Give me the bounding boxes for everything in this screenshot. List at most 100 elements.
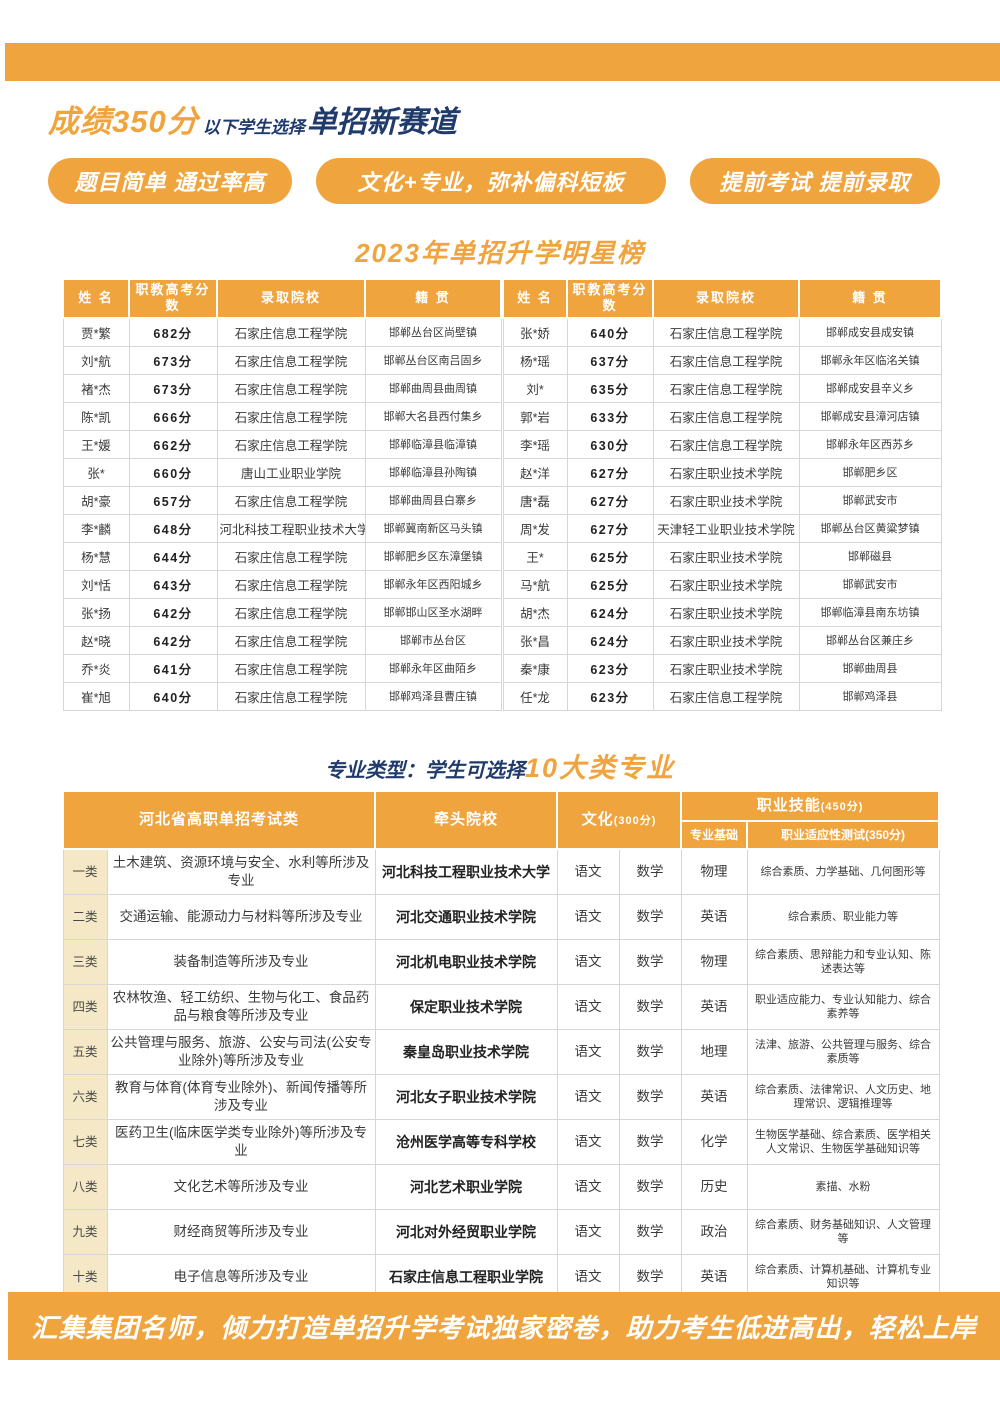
description-cell: 交通运输、能源动力与材料等所涉及专业 xyxy=(106,894,376,940)
chinese-cell: 语文 xyxy=(556,848,620,895)
category-cell: 八类 xyxy=(62,1164,108,1210)
col-school: 录取院校 xyxy=(216,278,366,319)
school-cell: 石家庄信息工程学院 xyxy=(216,401,366,431)
student-row: 张*扬 642分 石家庄信息工程学院 邯郸邯山区圣水湖畔 xyxy=(62,597,502,627)
score-cell: 642分 xyxy=(128,625,218,655)
student-name-cell: 秦*康 xyxy=(502,653,568,683)
student-name-cell: 李*瑶 xyxy=(502,429,568,459)
category-cell: 九类 xyxy=(62,1209,108,1255)
col-exam-class: 河北省高职单招考试类 xyxy=(61,790,377,850)
score-cell: 641分 xyxy=(128,653,218,683)
lead-school-cell: 沧州医学高等专科学校 xyxy=(374,1119,558,1165)
aptitude-test-cell: 法津、旅游、公共管理与服务、综合素质等 xyxy=(746,1029,940,1075)
score-cell: 625分 xyxy=(566,541,654,571)
math-cell: 数学 xyxy=(618,1029,682,1075)
major-category-row: 四类 农林牧渔、轻工纺织、生物与化工、食品药品与粮食等所涉及专业 保定职业技术学院语… xyxy=(62,984,940,1030)
student-name-cell: 李*麟 xyxy=(62,513,130,543)
score-cell: 640分 xyxy=(566,317,654,347)
origin-cell: 邯郸成安县辛义乡 xyxy=(798,373,942,403)
skill-score: (450分) xyxy=(820,801,864,813)
student-row: 杨*慧 644分 石家庄信息工程学院 邯郸肥乡区东漳堡镇 xyxy=(62,541,502,571)
major-category-row: 六类 教育与体育(体育专业除外)、新闻传播等所涉及专业 河北女子职业技术学院 语文 数学… xyxy=(62,1074,940,1120)
score-cell: 673分 xyxy=(128,373,218,403)
score-cell: 643分 xyxy=(128,569,218,599)
school-cell: 石家庄信息工程学院 xyxy=(216,317,366,347)
origin-cell: 邯郸临漳县孙陶镇 xyxy=(364,457,502,487)
origin-cell: 邯郸永年区临洺关镇 xyxy=(798,345,942,375)
score-cell: 637分 xyxy=(566,345,654,375)
origin-cell: 邯郸大名县西付集乡 xyxy=(364,401,502,431)
description-cell: 财经商贸等所涉及专业 xyxy=(106,1209,376,1255)
school-cell: 石家庄职业技术学院 xyxy=(652,625,800,655)
description-cell: 教育与体育(体育专业除外)、新闻传播等所涉及专业 xyxy=(106,1074,376,1120)
majors-header-row-1: 河北省高职单招考试类 牵头院校 文化(300分) 职业技能(450分) xyxy=(61,790,941,850)
description-cell: 土木建筑、资源环境与安全、水利等所涉及专业 xyxy=(106,848,376,895)
student-row: 崔*旭 640分 石家庄信息工程学院 邯郸鸡泽县曹庄镇 xyxy=(62,681,502,711)
school-cell: 石家庄信息工程学院 xyxy=(652,345,800,375)
basis-subject-cell: 政治 xyxy=(680,1209,748,1255)
student-name-cell: 赵*晓 xyxy=(62,625,130,655)
hero-score-text: 成绩350分 xyxy=(48,104,199,139)
student-name-cell: 胡*豪 xyxy=(62,485,130,515)
description-cell: 装备制造等所涉及专业 xyxy=(106,939,376,985)
chinese-cell: 语文 xyxy=(556,1074,620,1120)
chinese-cell: 语文 xyxy=(556,1164,620,1210)
major-category-row: 二类 交通运输、能源动力与材料等所涉及专业 河北交通职业技术学院 语文 数学 英语 综合素质… xyxy=(62,894,940,940)
score-cell: 660分 xyxy=(128,457,218,487)
origin-cell: 邯郸丛台区南吕固乡 xyxy=(364,345,502,375)
student-row: 马*航 625分 石家庄职业技术学院 邯郸武安市 xyxy=(502,569,942,599)
school-cell: 石家庄职业技术学院 xyxy=(652,653,800,683)
student-row: 张*娇 640分 石家庄信息工程学院 邯郸成安县成安镇 xyxy=(502,317,942,347)
category-cell: 六类 xyxy=(62,1074,108,1120)
origin-cell: 邯郸市丛台区 xyxy=(364,625,502,655)
student-row: 李*麟 648分 河北科技工程职业技术大学 邯郸冀南新区马头镇 xyxy=(62,513,502,543)
student-row: 刘*航 673分 石家庄信息工程学院 邯郸丛台区南吕固乡 xyxy=(62,345,502,375)
student-row: 张*昌 624分 石家庄职业技术学院 邯郸丛台区兼庄乡 xyxy=(502,625,942,655)
school-cell: 石家庄信息工程学院 xyxy=(216,429,366,459)
majors-header-row-2: 专业基础 职业适应性测试(350分) xyxy=(63,820,941,850)
score-cell: 642分 xyxy=(128,597,218,627)
student-name-cell: 张*扬 xyxy=(62,597,130,627)
student-row: 杨*瑶 637分 石家庄信息工程学院 邯郸永年区临洺关镇 xyxy=(502,345,942,375)
description-cell: 医药卫生(临床医学类专业除外)等所涉及专业 xyxy=(106,1119,376,1165)
score-cell: 657分 xyxy=(128,485,218,515)
chinese-cell: 语文 xyxy=(556,894,620,940)
student-row: 唐*磊 627分 石家庄职业技术学院 邯郸武安市 xyxy=(502,485,942,515)
student-name-cell: 王* xyxy=(502,541,568,571)
basis-subject-cell: 化学 xyxy=(680,1119,748,1165)
lead-school-cell: 保定职业技术学院 xyxy=(374,984,558,1030)
math-cell: 数学 xyxy=(618,1164,682,1210)
pill-easy-questions: 题目简单 通过率高 xyxy=(48,158,292,204)
school-cell: 石家庄信息工程学院 xyxy=(216,345,366,375)
student-name-cell: 马*航 xyxy=(502,569,568,599)
student-row: 任*龙 623分 石家庄信息工程学院 邯郸鸡泽县 xyxy=(502,681,942,711)
origin-cell: 邯郸临漳县南东坊镇 xyxy=(798,597,942,627)
aptitude-test-cell: 综合素质、财务基础知识、人文管理等 xyxy=(746,1209,940,1255)
aptitude-test-cell: 综合素质、职业能力等 xyxy=(746,894,940,940)
category-cell: 四类 xyxy=(62,984,108,1030)
origin-cell: 邯郸临漳县临漳镇 xyxy=(364,429,502,459)
lead-school-cell: 河北艺术职业学院 xyxy=(374,1164,558,1210)
student-row: 刘*恬 643分 石家庄信息工程学院 邯郸永年区西阳城乡 xyxy=(62,569,502,599)
col-lead-school: 牵头院校 xyxy=(374,790,559,850)
school-cell: 河北科技工程职业技术大学 xyxy=(216,513,366,543)
student-name-cell: 乔*炎 xyxy=(62,653,130,683)
category-cell: 一类 xyxy=(62,848,108,895)
school-cell: 石家庄信息工程学院 xyxy=(216,541,366,571)
aptitude-test-cell: 生物医学基础、综合素质、医学相关人文常识、生物医学基础知识等 xyxy=(746,1119,940,1165)
description-cell: 文化艺术等所涉及专业 xyxy=(106,1164,376,1210)
chinese-cell: 语文 xyxy=(556,984,620,1030)
math-cell: 数学 xyxy=(618,894,682,940)
top-accent-bar xyxy=(5,43,1000,81)
school-cell: 石家庄职业技术学院 xyxy=(652,541,800,571)
majors-title-orange: 10大类专业 xyxy=(524,753,676,783)
score-cell: 627分 xyxy=(566,457,654,487)
school-cell: 石家庄信息工程学院 xyxy=(216,625,366,655)
score-cell: 625分 xyxy=(566,569,654,599)
student-row: 李*瑶 630分 石家庄信息工程学院 邯郸永年区西苏乡 xyxy=(502,429,942,459)
score-cell: 662分 xyxy=(128,429,218,459)
lead-school-cell: 秦皇岛职业技术学院 xyxy=(374,1029,558,1075)
major-category-row: 三类 装备制造等所涉及专业 河北机电职业技术学院 语文 数学 物理 综合素质、思辩能力和专业… xyxy=(62,939,940,985)
score-cell: 644分 xyxy=(128,541,218,571)
